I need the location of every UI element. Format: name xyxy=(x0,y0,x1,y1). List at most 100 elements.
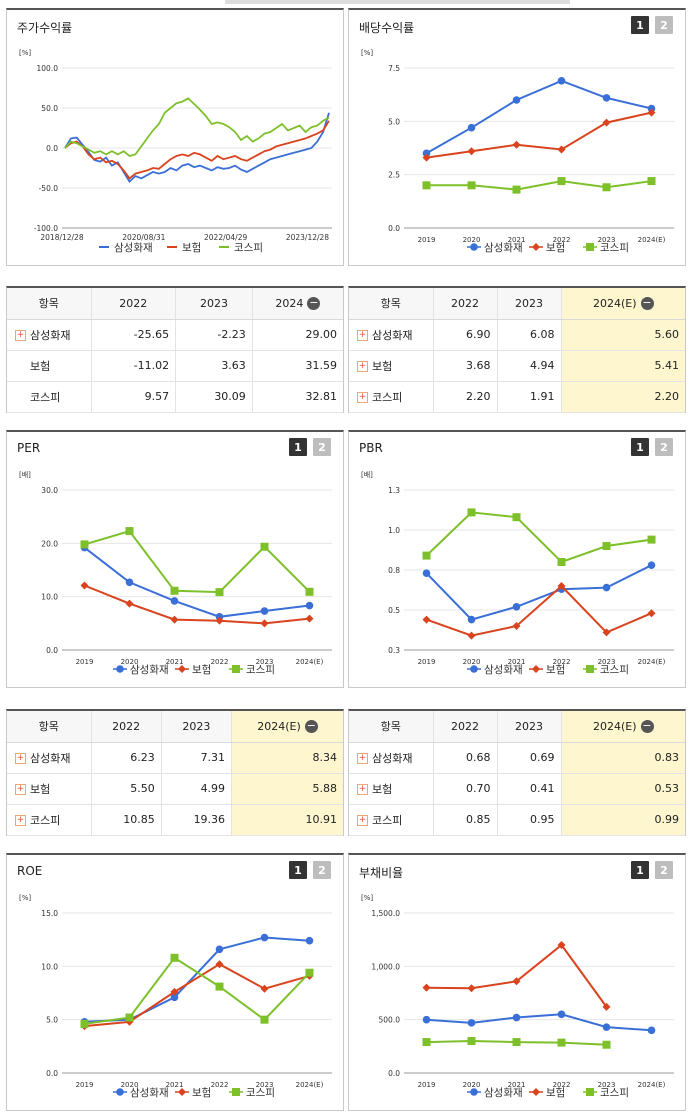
data-point-kospi xyxy=(215,982,224,991)
x-tick-label: 2024(E) xyxy=(638,1081,666,1089)
y-tick-label: 0.5 xyxy=(388,606,400,615)
data-point-insurance xyxy=(80,581,89,590)
dividend-table: 항목 2022 2023 2024(E) − + 삼성화재 6.90 6.08 5.60 + 보험 3.… xyxy=(348,286,686,413)
legend-label-insurance: 보험 xyxy=(192,1087,211,1099)
table-row: + 코스피 0.85 0.95 0.99 xyxy=(349,804,685,836)
column-header-label: 2024(E) xyxy=(592,719,637,733)
legend-label-kospi: 코스피 xyxy=(600,1087,629,1099)
legend-label-samsung: 삼성화재 xyxy=(484,664,523,676)
value-cell: 5.88 xyxy=(231,773,343,805)
value-cell: 6.23 xyxy=(91,742,162,774)
value-cell: 7.31 xyxy=(161,742,233,774)
y-tick-label: 2.5 xyxy=(388,171,400,180)
cell-value: 31.59 xyxy=(305,359,338,372)
page-2-button[interactable]: 2 xyxy=(313,438,331,456)
cell-value: 19.36 xyxy=(193,813,226,826)
row-label: 삼성화재 xyxy=(30,328,71,342)
data-point-kospi xyxy=(602,183,611,192)
page-1-button[interactable]: 1 xyxy=(631,16,649,34)
cell-value: 0.53 xyxy=(654,782,680,795)
x-tick-label: 2023 xyxy=(598,658,616,666)
page-1-button[interactable]: 1 xyxy=(289,438,307,456)
legend-label-insurance: 보험 xyxy=(182,242,201,254)
page-2-button[interactable]: 2 xyxy=(655,16,673,34)
row-label-cell[interactable]: + 보험 xyxy=(7,773,92,805)
page-2-button[interactable]: 2 xyxy=(655,861,673,879)
row-label-cell[interactable]: + 코스피 xyxy=(7,804,92,836)
data-point-samsung xyxy=(170,993,179,1002)
row-label-cell[interactable]: + 삼성화재 xyxy=(7,742,92,774)
row-label-cell[interactable]: + 보험 xyxy=(349,773,434,805)
row-label: 코스피 xyxy=(30,813,61,827)
page-1-button[interactable]: 1 xyxy=(631,861,649,879)
cell-value: 6.08 xyxy=(530,328,555,341)
y-tick-label: 1.0 xyxy=(388,526,400,535)
dividend-chart: [%] 7.5 5.0 2.5 0.0 2019 2020 2021 2022 2023 2024(… xyxy=(361,49,674,254)
expand-plus-icon[interactable]: + xyxy=(357,392,368,403)
series-line-samsung xyxy=(64,112,330,184)
x-tick-label: 2020 xyxy=(121,1081,139,1089)
series-line-samsung xyxy=(425,564,652,621)
column-header-year: 2023 xyxy=(161,711,233,743)
data-point-kospi xyxy=(125,527,134,536)
expand-plus-icon[interactable]: + xyxy=(15,815,26,826)
collapse-minus-icon[interactable]: − xyxy=(304,719,318,733)
row-label-cell[interactable]: + 삼성화재 xyxy=(349,742,434,774)
series-line-kospi xyxy=(84,956,311,1025)
value-cell: 3.68 xyxy=(433,350,498,382)
row-label: 삼성화재 xyxy=(372,328,413,342)
collapse-minus-icon[interactable]: − xyxy=(640,719,654,733)
y-tick-label: 0.3 xyxy=(388,646,400,655)
value-cell: 6.08 xyxy=(497,319,562,351)
row-label-cell[interactable]: + 삼성화재 xyxy=(349,319,434,351)
y-unit-label: [%] xyxy=(19,49,31,57)
legend-label-kospi: 코스피 xyxy=(246,664,275,676)
value-cell: 31.59 xyxy=(252,350,343,382)
expand-plus-icon[interactable]: + xyxy=(15,330,26,341)
data-point-samsung xyxy=(647,561,656,569)
cell-value: 2.20 xyxy=(654,390,680,403)
data-point-samsung xyxy=(647,1026,656,1035)
row-label-cell[interactable]: + 보험 xyxy=(349,350,434,382)
data-point-samsung xyxy=(170,597,179,605)
row-label-cell[interactable]: + 코스피 xyxy=(349,381,434,413)
value-cell: -2.23 xyxy=(175,319,253,351)
expand-plus-icon[interactable]: + xyxy=(357,815,368,826)
page-1-button[interactable]: 1 xyxy=(631,438,649,456)
x-tick-label: 2019 xyxy=(76,1081,94,1089)
data-point-kospi xyxy=(647,177,656,186)
value-cell: 5.41 xyxy=(561,350,685,382)
expand-plus-icon[interactable]: + xyxy=(357,784,368,795)
series-line-samsung xyxy=(426,79,652,155)
x-tick-label: 2019 xyxy=(76,658,94,666)
x-tick-label: 2022 xyxy=(553,236,571,244)
row-label-cell[interactable]: + 코스피 xyxy=(349,804,434,836)
expand-plus-icon[interactable]: + xyxy=(357,753,368,764)
expand-plus-icon[interactable]: + xyxy=(15,784,26,795)
page-2-button[interactable]: 2 xyxy=(313,861,331,879)
cell-value: 0.83 xyxy=(654,751,680,764)
data-point-kospi xyxy=(512,185,521,194)
y-tick-label: 50.0 xyxy=(41,104,58,113)
data-point-kospi xyxy=(557,1038,566,1047)
collapse-minus-icon[interactable]: − xyxy=(640,296,654,310)
expand-plus-icon[interactable]: + xyxy=(357,330,368,341)
series-line-insurance xyxy=(426,111,652,159)
cell-value: 7.31 xyxy=(200,751,226,764)
cell-value: 5.88 xyxy=(312,782,338,795)
page-1-button[interactable]: 1 xyxy=(289,861,307,879)
expand-plus-icon[interactable]: + xyxy=(15,753,26,764)
collapse-minus-icon[interactable]: − xyxy=(307,296,321,310)
row-label-cell[interactable]: + 삼성화재 xyxy=(7,319,92,351)
value-cell: 5.50 xyxy=(91,773,162,805)
value-cell: 2.20 xyxy=(561,381,685,413)
y-tick-label: 20.0 xyxy=(41,539,58,548)
data-point-insurance xyxy=(467,984,476,993)
value-cell: 0.69 xyxy=(497,742,562,774)
data-point-insurance xyxy=(260,619,269,628)
legend-label-insurance: 보험 xyxy=(192,664,211,676)
page-2-button[interactable]: 2 xyxy=(655,438,673,456)
expand-plus-icon[interactable]: + xyxy=(357,361,368,372)
